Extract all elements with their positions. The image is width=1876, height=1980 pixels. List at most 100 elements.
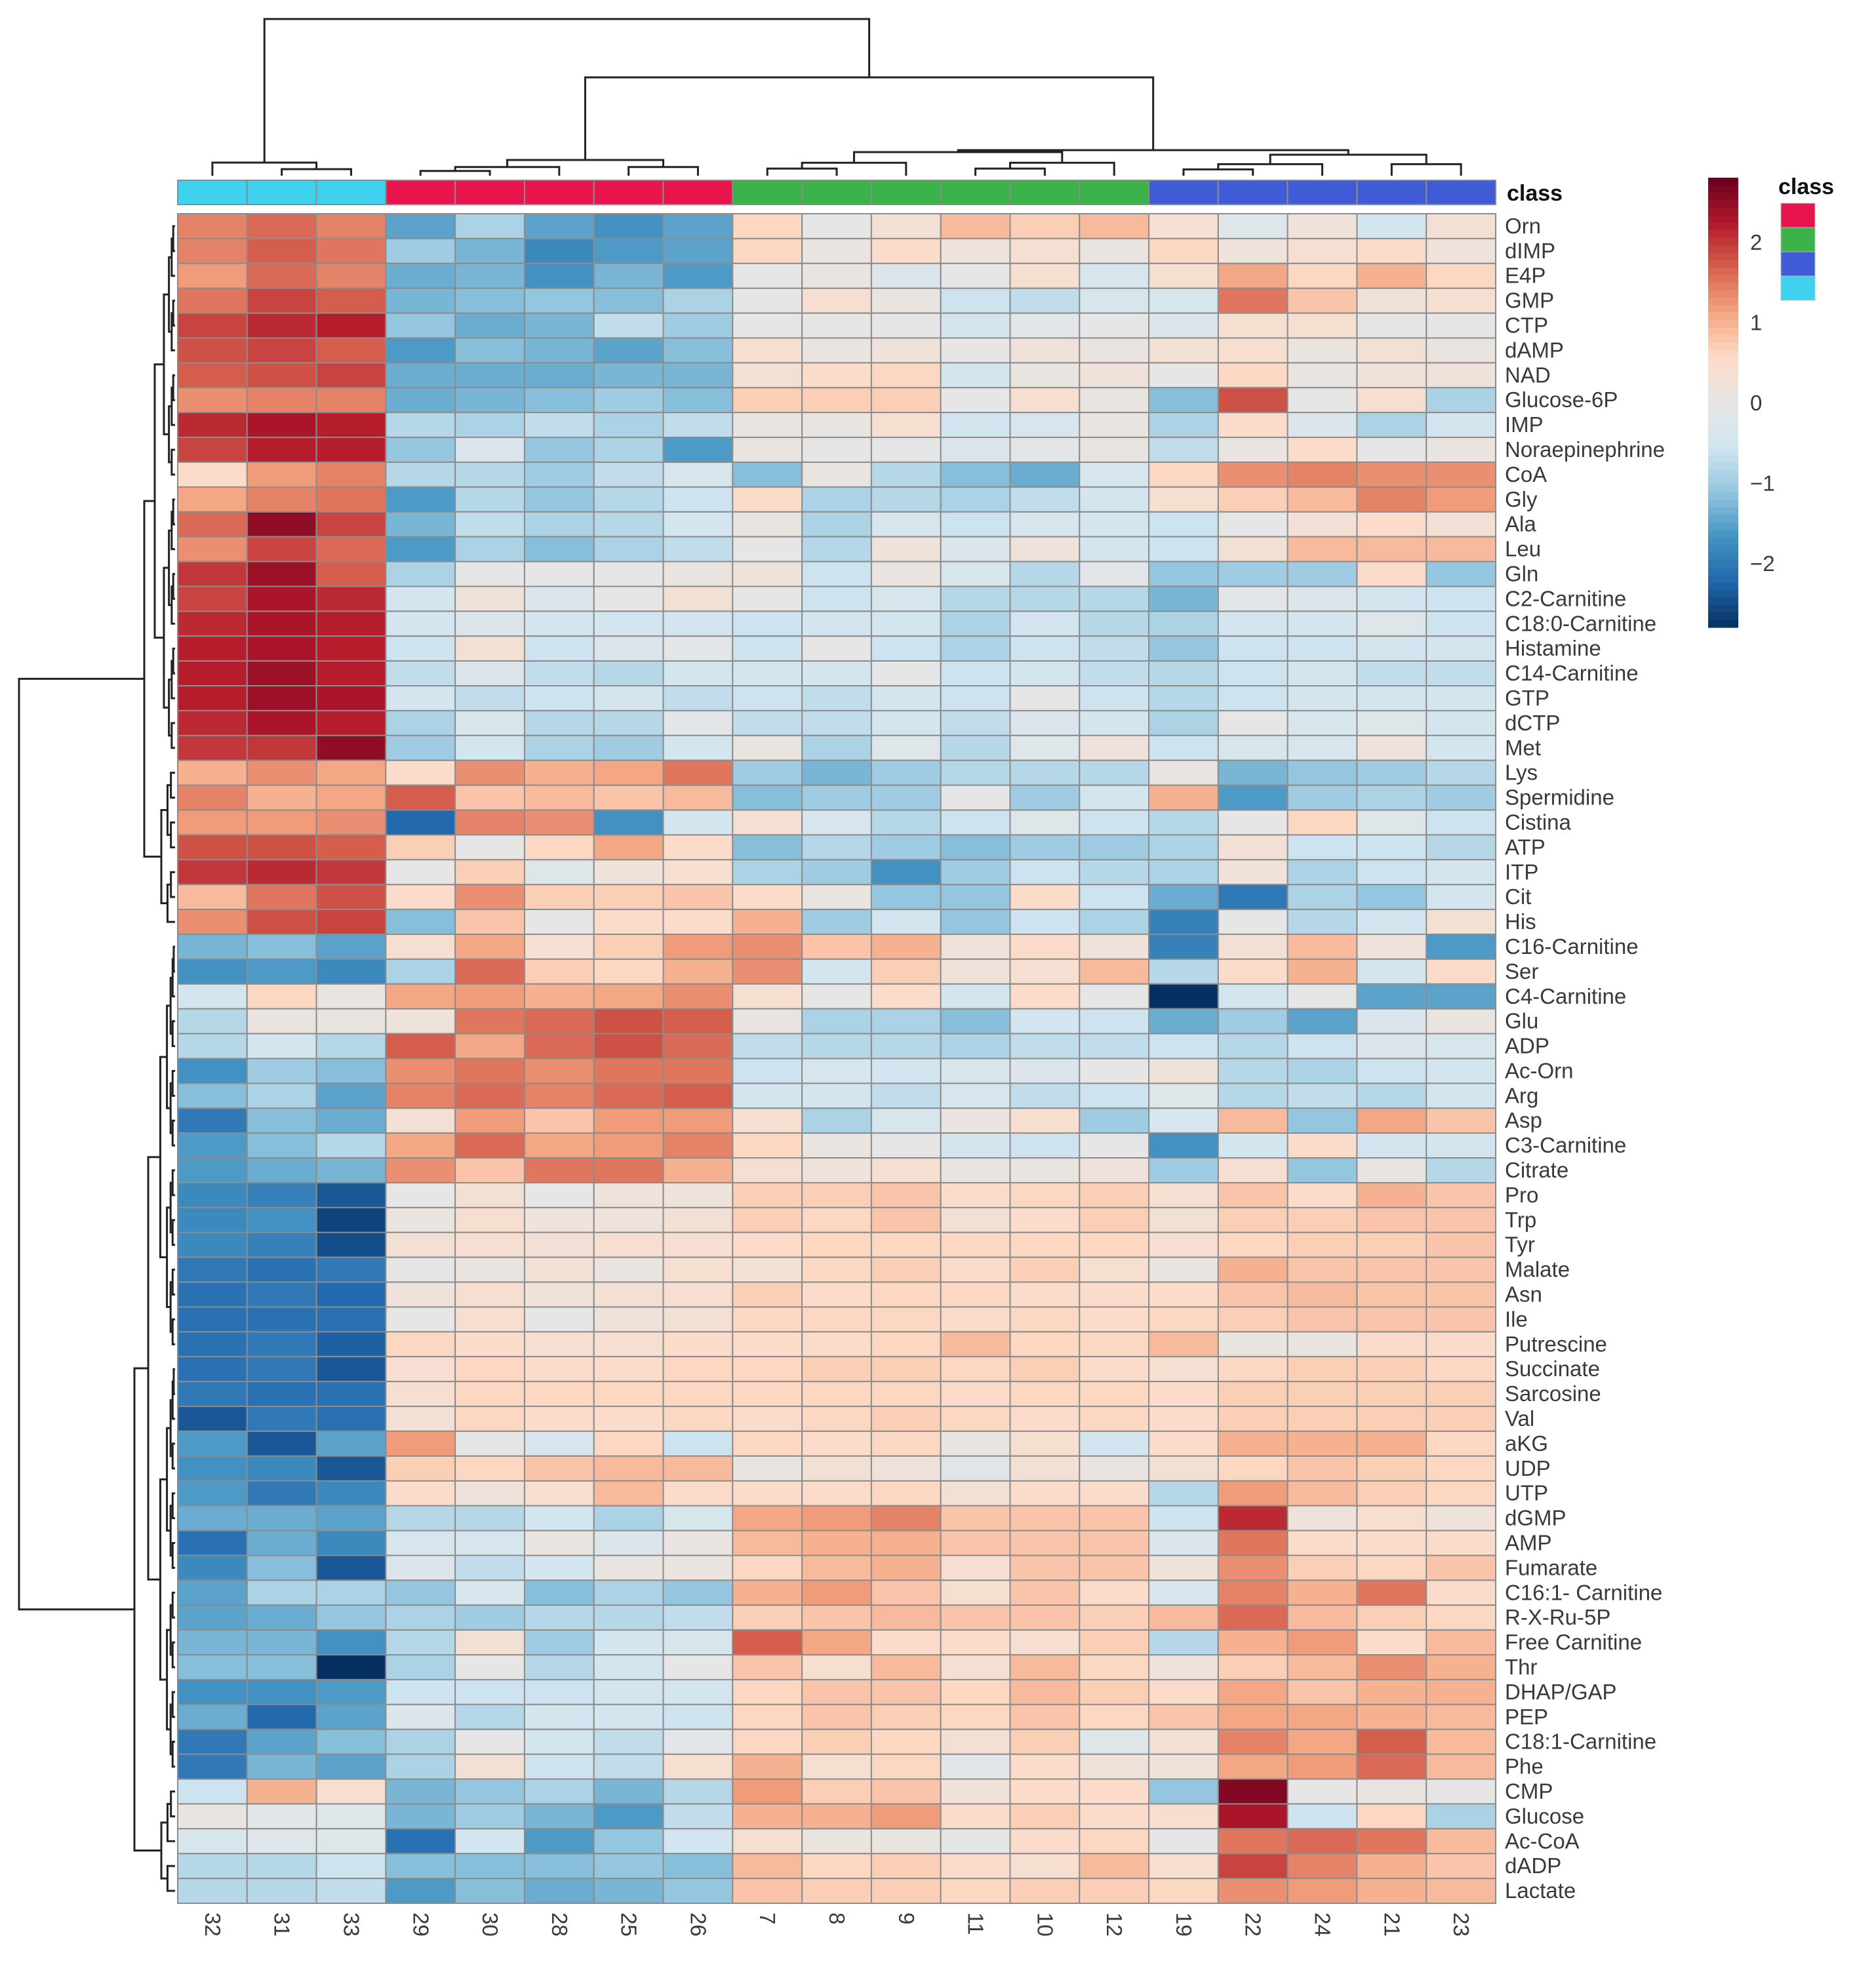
heatmap-cell (662, 1753, 734, 1780)
heatmap-cell (801, 1107, 872, 1134)
heatmap-cell (593, 635, 664, 662)
heatmap-cell (732, 437, 803, 463)
heatmap-cell (523, 859, 595, 886)
heatmap-cell (1079, 610, 1150, 637)
heatmap-cell (177, 958, 248, 985)
heatmap-cell (732, 511, 803, 538)
heatmap-cell (1079, 1132, 1150, 1159)
heatmap-cell (801, 1604, 872, 1631)
dendrogram-branch (766, 167, 838, 176)
heatmap-cell (940, 1703, 1011, 1730)
heatmap-cell (454, 1107, 525, 1134)
heatmap-cell (662, 934, 734, 960)
heatmap-cell (1426, 437, 1496, 463)
heatmap-cell (1148, 809, 1219, 836)
heatmap-cell (246, 660, 317, 687)
heatmap-cell (454, 1157, 525, 1183)
dendrogram-branch (628, 166, 699, 176)
heatmap-cell (454, 1703, 525, 1730)
heatmap-cell (1426, 536, 1496, 563)
heatmap-cell (315, 237, 387, 264)
heatmap-cell (1148, 1554, 1219, 1581)
heatmap-cell (1217, 337, 1288, 364)
heatmap-cell (246, 1132, 317, 1159)
heatmap-cell (1287, 1157, 1358, 1183)
heatmap-cell (1079, 1356, 1150, 1383)
heatmap-cell (801, 884, 872, 911)
heatmap-cell (732, 809, 803, 836)
heatmap-cell (1356, 759, 1427, 786)
heatmap-cell (385, 934, 456, 960)
heatmap-cell (1287, 237, 1358, 264)
heatmap-cell (593, 1505, 664, 1532)
colorbar-segment (1708, 312, 1738, 321)
heatmap-cell (177, 1008, 248, 1035)
heatmap-cell (1079, 983, 1150, 1010)
colorbar-segment (1708, 485, 1738, 493)
heatmap-cell (870, 337, 942, 364)
heatmap-cell (870, 1306, 942, 1333)
heatmap-cell (1009, 585, 1081, 612)
heatmap-cell (593, 1554, 664, 1581)
heatmap-cell (662, 1430, 734, 1457)
heatmap-cell (1287, 1654, 1358, 1680)
heatmap-cell (315, 1778, 387, 1805)
heatmap-cell (177, 734, 248, 761)
dendrogram-branch (1269, 153, 1427, 165)
heatmap-cell (1009, 1107, 1081, 1134)
heatmap-cell (523, 1505, 595, 1532)
heatmap-cell (801, 1505, 872, 1532)
heatmap-cell (177, 1206, 248, 1233)
heatmap-cell (801, 1753, 872, 1780)
heatmap-cell (385, 1728, 456, 1755)
heatmap-cell (1079, 412, 1150, 439)
heatmap-cell (593, 809, 664, 836)
heatmap-cell (1217, 1678, 1288, 1705)
heatmap-cell (940, 610, 1011, 637)
row-label: Ac-Orn (1505, 1058, 1574, 1082)
heatmap-cell (801, 1331, 872, 1358)
heatmap-cell (1148, 1132, 1219, 1159)
class-bar-cell (1356, 180, 1427, 205)
heatmap-cell (523, 585, 595, 612)
heatmap-cell (454, 784, 525, 811)
heatmap-cell (315, 958, 387, 985)
heatmap-cell (246, 884, 317, 911)
heatmap-cell (1009, 1406, 1081, 1432)
row-label: ATP (1505, 835, 1546, 859)
colorbar-segment (1708, 530, 1738, 538)
heatmap-cell (315, 1281, 387, 1308)
heatmap-cell (1009, 237, 1081, 264)
heatmap-cell (662, 1803, 734, 1830)
heatmap-cell (870, 486, 942, 513)
heatmap-cell (1217, 1132, 1288, 1159)
heatmap-cell (732, 909, 803, 936)
row-dendrogram (18, 225, 175, 1892)
heatmap-cell (801, 958, 872, 985)
heatmap-cell (1079, 1058, 1150, 1084)
heatmap-cell (523, 1082, 595, 1109)
heatmap-cell (1148, 1703, 1219, 1730)
heatmap-cell (662, 635, 734, 662)
heatmap-cell (870, 660, 942, 687)
colorbar-segment (1708, 425, 1738, 433)
column-label: 32 (201, 1912, 225, 1937)
heatmap-cell (315, 262, 387, 289)
heatmap-cell (1287, 1033, 1358, 1059)
heatmap-cell (1356, 1778, 1427, 1805)
heatmap-cell (454, 1455, 525, 1482)
heatmap-cell (801, 1828, 872, 1855)
heatmap-cell (732, 1878, 803, 1905)
heatmap-cell (315, 610, 387, 637)
heatmap-cell (940, 1629, 1011, 1656)
dendrogram-branch (263, 18, 871, 163)
heatmap-cell (177, 1878, 248, 1905)
heatmap-cell (732, 312, 803, 339)
row-label: AMP (1505, 1530, 1552, 1554)
heatmap-cell (1356, 660, 1427, 687)
heatmap-cell (1426, 1157, 1496, 1183)
heatmap-cell (732, 635, 803, 662)
heatmap-cell (1217, 536, 1288, 563)
dendrogram-branch (159, 1056, 167, 1259)
heatmap-cell (940, 1505, 1011, 1532)
